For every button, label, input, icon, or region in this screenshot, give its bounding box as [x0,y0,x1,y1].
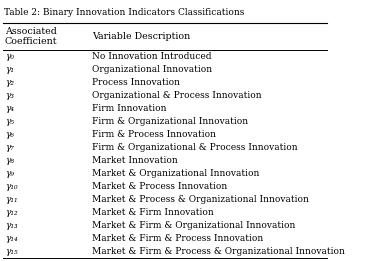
Text: γ₁₃: γ₁₃ [5,221,18,230]
Text: γ₆: γ₆ [5,130,14,139]
Text: Variable Description: Variable Description [92,32,191,41]
Text: Market & Process & Organizational Innovation: Market & Process & Organizational Innova… [92,195,309,204]
Text: Process Innovation: Process Innovation [92,78,180,87]
Text: γ₁₁: γ₁₁ [5,195,18,204]
Text: Market Innovation: Market Innovation [92,156,178,165]
Text: Firm & Process Innovation: Firm & Process Innovation [92,130,216,139]
Text: Organizational Innovation: Organizational Innovation [92,65,212,74]
Text: γ₂: γ₂ [5,78,14,87]
Text: γ₈: γ₈ [5,156,14,165]
Text: γ₁₅: γ₁₅ [5,247,18,256]
Text: γ₄: γ₄ [5,104,14,113]
Text: Associated
Coefficient: Associated Coefficient [5,27,58,46]
Text: Table 2: Binary Innovation Indicators Classifications: Table 2: Binary Innovation Indicators Cl… [4,8,244,17]
Text: Firm & Organizational & Process Innovation: Firm & Organizational & Process Innovati… [92,143,298,152]
Text: Market & Firm & Process & Organizational Innovation: Market & Firm & Process & Organizational… [92,247,345,256]
Text: Organizational & Process Innovation: Organizational & Process Innovation [92,91,262,100]
Text: γ₃: γ₃ [5,91,14,100]
Text: Market & Organizational Innovation: Market & Organizational Innovation [92,169,260,178]
Text: Market & Process Innovation: Market & Process Innovation [92,182,228,191]
Text: γ₇: γ₇ [5,143,14,152]
Text: No Innovation Introduced: No Innovation Introduced [92,52,212,61]
Text: γ₅: γ₅ [5,117,14,126]
Text: γ₁₄: γ₁₄ [5,234,18,243]
Text: Market & Firm Innovation: Market & Firm Innovation [92,208,214,217]
Text: γ₁₂: γ₁₂ [5,208,18,217]
Text: Market & Firm & Process Innovation: Market & Firm & Process Innovation [92,234,264,243]
Text: γ₀: γ₀ [5,52,14,61]
Text: γ₁: γ₁ [5,65,14,74]
Text: Market & Firm & Organizational Innovation: Market & Firm & Organizational Innovatio… [92,221,296,230]
Text: Firm & Organizational Innovation: Firm & Organizational Innovation [92,117,248,126]
Text: γ₉: γ₉ [5,169,14,178]
Text: γ₁₀: γ₁₀ [5,182,18,191]
Text: Firm Innovation: Firm Innovation [92,104,167,113]
